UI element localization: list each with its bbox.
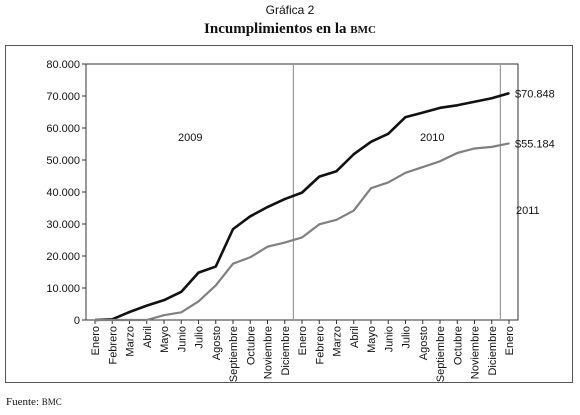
y-tick-label: 0 (74, 315, 80, 327)
source-label: Fuente: (6, 396, 39, 408)
series-line (95, 142, 510, 322)
data-point (283, 198, 286, 200)
y-tick-label: 20.000 (46, 251, 80, 263)
y-tick-label: 50.000 (46, 155, 80, 167)
data-point (249, 215, 252, 218)
chart-frame (5, 45, 573, 383)
data-point (490, 146, 493, 148)
x-tick-label: Octubre (452, 326, 464, 365)
y-tick-label: 80.000 (46, 59, 80, 71)
series-end-label: $70.848 (515, 88, 555, 100)
data-point (439, 160, 441, 163)
data-point (249, 256, 252, 259)
data-point (266, 245, 269, 248)
data-point (404, 116, 407, 118)
x-tick-label: Enero (297, 326, 309, 355)
x-tick-label: Noviembre (470, 326, 482, 379)
data-point (318, 175, 321, 178)
x-tick-label: Diciembre (487, 326, 499, 376)
data-point (490, 97, 493, 100)
data-point (301, 191, 303, 194)
chart-title-text: Incumplimientos en la (204, 21, 347, 37)
source-note: Fuente: BMC (6, 396, 62, 408)
y-tick-label: 70.000 (46, 91, 80, 103)
data-point (128, 311, 131, 313)
x-tick-label: Agosto (211, 326, 223, 360)
x-tick-label: Septiembre (435, 326, 447, 382)
series-line (94, 92, 510, 322)
data-point (318, 223, 321, 226)
data-point (473, 100, 476, 103)
data-point (387, 181, 390, 184)
data-point (163, 299, 165, 301)
x-tick-label: Mayo (159, 326, 171, 353)
data-point (180, 291, 183, 293)
data-point (214, 284, 217, 287)
chart-supertitle: Gráfica 2 (265, 3, 315, 17)
data-point (145, 319, 148, 321)
data-point (283, 241, 286, 244)
year-label: 2010 (420, 132, 444, 144)
x-tick-label: Julio (401, 326, 413, 349)
year-label: 2011 (516, 205, 540, 217)
chart-title: Incumplimientos en la BMC (0, 21, 580, 38)
data-point (508, 142, 510, 145)
data-point (111, 319, 114, 321)
x-tick-label: Marzo (332, 326, 344, 357)
y-tick-label: 30.000 (46, 219, 80, 231)
data-point (197, 300, 200, 303)
data-point (439, 107, 441, 109)
data-point (128, 319, 131, 321)
data-point (180, 311, 183, 314)
data-point (232, 262, 234, 265)
source-abbr: BMC (41, 397, 62, 407)
x-tick-label: Marzo (125, 326, 137, 357)
data-point (352, 209, 355, 212)
data-point (370, 187, 372, 189)
data-point (163, 314, 165, 317)
x-tick-label: Diciembre (280, 326, 292, 376)
data-point (370, 140, 372, 143)
x-tick-label: Febrero (314, 326, 326, 365)
data-point (421, 111, 424, 114)
data-point (214, 265, 217, 268)
y-tick-label: 10.000 (46, 283, 80, 295)
y-tick-label: 40.000 (46, 187, 80, 199)
x-tick-label: Noviembre (263, 326, 275, 379)
chart-title-abbr: BMC (350, 24, 376, 36)
x-tick-label: Junio (176, 326, 188, 352)
x-tick-label: Mayo (366, 326, 378, 353)
x-tick-label: Enero (90, 326, 102, 355)
series-end-label: $55.184 (515, 138, 555, 150)
data-point (266, 206, 269, 208)
data-point (197, 271, 200, 274)
data-point (508, 92, 510, 95)
data-point (352, 153, 355, 156)
x-tick-label: Junio (383, 326, 395, 352)
y-tick-label: 60.000 (46, 123, 80, 135)
data-point (232, 228, 234, 230)
x-tick-label: Octubre (245, 326, 257, 365)
x-tick-label: Abril (142, 326, 154, 348)
data-point (301, 236, 303, 239)
data-point (404, 172, 407, 174)
year-label: 2009 (178, 132, 202, 144)
data-point (145, 304, 148, 307)
data-point (387, 132, 390, 135)
data-point (94, 319, 96, 321)
data-point (335, 170, 338, 172)
x-tick-label: Febrero (107, 326, 119, 365)
x-tick-label: Abril (349, 326, 361, 348)
x-tick-label: Septiembre (228, 326, 240, 382)
data-point (456, 152, 459, 154)
x-tick-label: Julio (194, 326, 206, 349)
x-tick-label: Agosto (418, 326, 430, 360)
data-point (473, 147, 476, 150)
x-tick-label: Enero (504, 326, 516, 355)
data-point (456, 104, 459, 107)
data-point (335, 219, 338, 221)
data-point (421, 166, 424, 168)
